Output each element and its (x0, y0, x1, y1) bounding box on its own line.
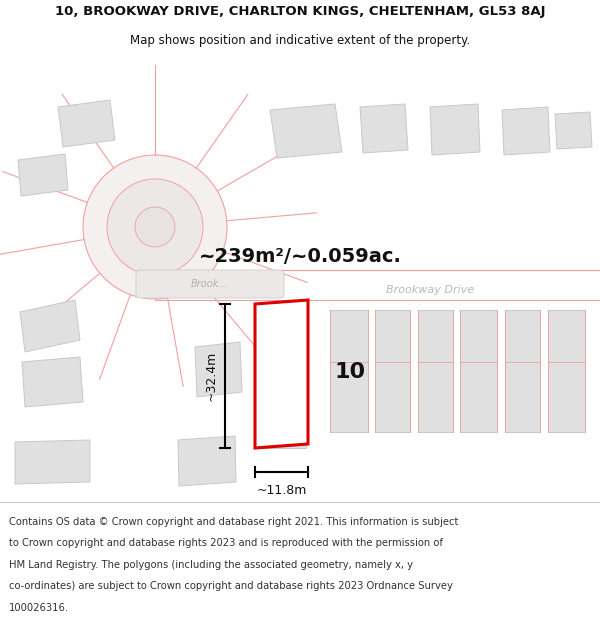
Polygon shape (178, 436, 236, 486)
Polygon shape (58, 100, 115, 147)
FancyBboxPatch shape (136, 270, 284, 298)
Text: Brookway Drive: Brookway Drive (386, 285, 474, 295)
Polygon shape (418, 310, 453, 432)
Polygon shape (255, 300, 308, 448)
Polygon shape (548, 310, 585, 432)
Text: ~239m²/~0.059ac.: ~239m²/~0.059ac. (199, 248, 401, 266)
Circle shape (135, 207, 175, 247)
Polygon shape (195, 342, 242, 397)
Circle shape (83, 155, 227, 299)
Text: 10: 10 (334, 362, 365, 382)
Polygon shape (15, 440, 90, 484)
Polygon shape (270, 104, 342, 158)
Text: to Crown copyright and database rights 2023 and is reproduced with the permissio: to Crown copyright and database rights 2… (9, 538, 443, 548)
Text: HM Land Registry. The polygons (including the associated geometry, namely x, y: HM Land Registry. The polygons (includin… (9, 560, 413, 570)
Polygon shape (360, 104, 408, 153)
Polygon shape (375, 310, 410, 432)
Polygon shape (258, 300, 306, 346)
Polygon shape (502, 107, 550, 155)
Text: ~32.4m: ~32.4m (205, 351, 218, 401)
Polygon shape (20, 300, 80, 352)
Polygon shape (505, 310, 540, 432)
Text: ~11.8m: ~11.8m (256, 484, 307, 496)
Text: co-ordinates) are subject to Crown copyright and database rights 2023 Ordnance S: co-ordinates) are subject to Crown copyr… (9, 581, 453, 591)
Polygon shape (460, 310, 497, 432)
Polygon shape (330, 310, 368, 432)
Text: Contains OS data © Crown copyright and database right 2021. This information is : Contains OS data © Crown copyright and d… (9, 517, 458, 527)
Polygon shape (18, 154, 68, 196)
Text: 10, BROOKWAY DRIVE, CHARLTON KINGS, CHELTENHAM, GL53 8AJ: 10, BROOKWAY DRIVE, CHARLTON KINGS, CHEL… (55, 5, 545, 18)
Polygon shape (22, 357, 83, 407)
Text: 100026316.: 100026316. (9, 603, 69, 613)
Polygon shape (258, 402, 306, 448)
Polygon shape (430, 104, 480, 155)
Text: Map shows position and indicative extent of the property.: Map shows position and indicative extent… (130, 34, 470, 47)
Circle shape (107, 179, 203, 275)
Polygon shape (555, 112, 592, 149)
Text: Brook...: Brook... (191, 279, 229, 289)
